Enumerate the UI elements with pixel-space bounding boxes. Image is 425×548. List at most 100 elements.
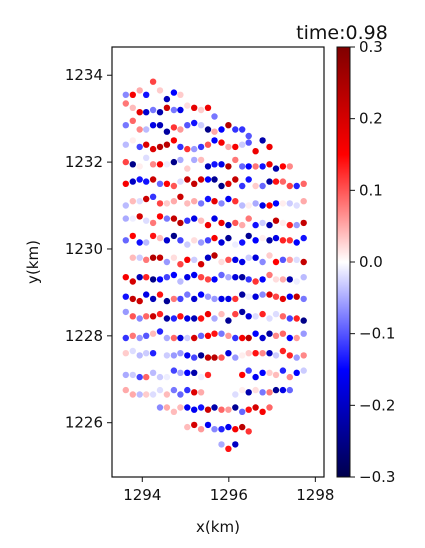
scatter-point	[122, 215, 129, 222]
scatter-point	[170, 271, 178, 279]
scatter-point	[136, 163, 143, 170]
scatter-point	[259, 202, 266, 209]
scatter-point	[163, 274, 171, 281]
scatter-point	[129, 347, 136, 355]
scatter-point	[245, 232, 252, 240]
scatter-point	[170, 334, 178, 342]
scatter-point	[252, 237, 259, 244]
scatter-point	[204, 371, 212, 379]
scatter-point	[286, 334, 293, 342]
scatter-point	[245, 406, 252, 413]
scatter-point	[239, 163, 246, 170]
scatter-point	[156, 291, 164, 298]
scatter-point	[279, 219, 287, 227]
scatter-point	[170, 408, 178, 415]
scatter-point	[239, 352, 246, 359]
scatter-point	[259, 163, 266, 170]
scatter-point	[266, 221, 273, 229]
scatter-point	[225, 274, 232, 281]
scatter-point	[259, 389, 266, 396]
scatter-point	[259, 137, 266, 144]
x-tick-label: 1296	[210, 486, 248, 504]
scatter-point	[163, 404, 171, 411]
scatter-point	[211, 161, 218, 168]
scatter-point	[163, 258, 171, 266]
y-tick-label: 1226	[65, 414, 103, 432]
scatter-point	[239, 386, 246, 394]
scatter-point	[204, 406, 212, 413]
scatter-point	[266, 404, 273, 411]
scatter-point	[143, 154, 150, 161]
scatter-point	[239, 258, 246, 266]
scatter-point	[252, 182, 259, 190]
scatter-point	[177, 278, 184, 285]
x-tick-label: 1298	[296, 486, 334, 504]
scatter-point	[259, 234, 266, 242]
scatter-point	[225, 234, 232, 242]
x-axis-label: x(km)	[196, 518, 240, 536]
scatter-point	[204, 163, 212, 170]
scatter-point	[184, 352, 191, 359]
scatter-point	[245, 215, 252, 222]
scatter-point	[163, 161, 171, 168]
scatter-point	[279, 200, 287, 207]
scatter-point	[204, 310, 212, 318]
colorbar-tick-label: −0.1	[359, 325, 395, 343]
scatter-point	[300, 317, 307, 324]
scatter-point	[293, 221, 300, 229]
scatter-point	[211, 426, 218, 433]
scatter-point	[239, 274, 246, 281]
scatter-point	[170, 89, 178, 96]
scatter-point	[197, 217, 205, 224]
scatter-point	[184, 291, 191, 298]
scatter-point	[136, 109, 143, 116]
scatter-point	[239, 221, 246, 229]
scatter-point	[279, 330, 287, 337]
scatter-point	[272, 258, 280, 266]
scatter-point	[129, 137, 136, 144]
scatter-point	[149, 254, 157, 261]
scatter-point	[232, 426, 239, 433]
scatter-point	[177, 404, 184, 411]
scatter-point	[197, 156, 205, 164]
scatter-point	[156, 310, 164, 318]
scatter-point	[232, 310, 239, 318]
scatter-point	[163, 391, 171, 398]
scatter-point	[225, 180, 232, 187]
scatter-point	[245, 202, 252, 209]
scatter-point	[149, 219, 157, 227]
scatter-point	[191, 389, 198, 396]
scatter-point	[177, 91, 184, 99]
scatter-point	[191, 256, 198, 263]
scatter-point	[293, 202, 300, 209]
y-tick-label: 1230	[65, 240, 103, 258]
scatter-point	[191, 145, 198, 153]
scatter-point	[232, 354, 239, 361]
scatter-point	[122, 350, 129, 357]
scatter-point	[163, 352, 171, 359]
scatter-point	[211, 295, 218, 303]
scatter-point	[232, 391, 239, 398]
scatter-point	[143, 239, 150, 246]
scatter-point	[143, 332, 150, 339]
scatter-point	[136, 391, 143, 398]
scatter-point	[279, 276, 287, 283]
scatter-point	[191, 104, 198, 112]
scatter-point	[184, 404, 191, 411]
scatter-point	[232, 219, 239, 227]
scatter-point	[170, 367, 178, 374]
scatter-point	[149, 161, 157, 168]
scatter-point	[136, 143, 143, 151]
scatter-point	[184, 315, 191, 322]
scatter-point	[191, 156, 198, 164]
scatter-point	[211, 198, 218, 205]
scatter-point	[163, 141, 171, 148]
scatter-point	[204, 421, 212, 429]
scatter-point	[197, 291, 205, 298]
scatter-point	[122, 293, 129, 300]
scatter-point	[136, 334, 143, 342]
scatter-point	[300, 234, 307, 242]
scatter-point	[232, 256, 239, 263]
scatter-point	[252, 350, 259, 357]
